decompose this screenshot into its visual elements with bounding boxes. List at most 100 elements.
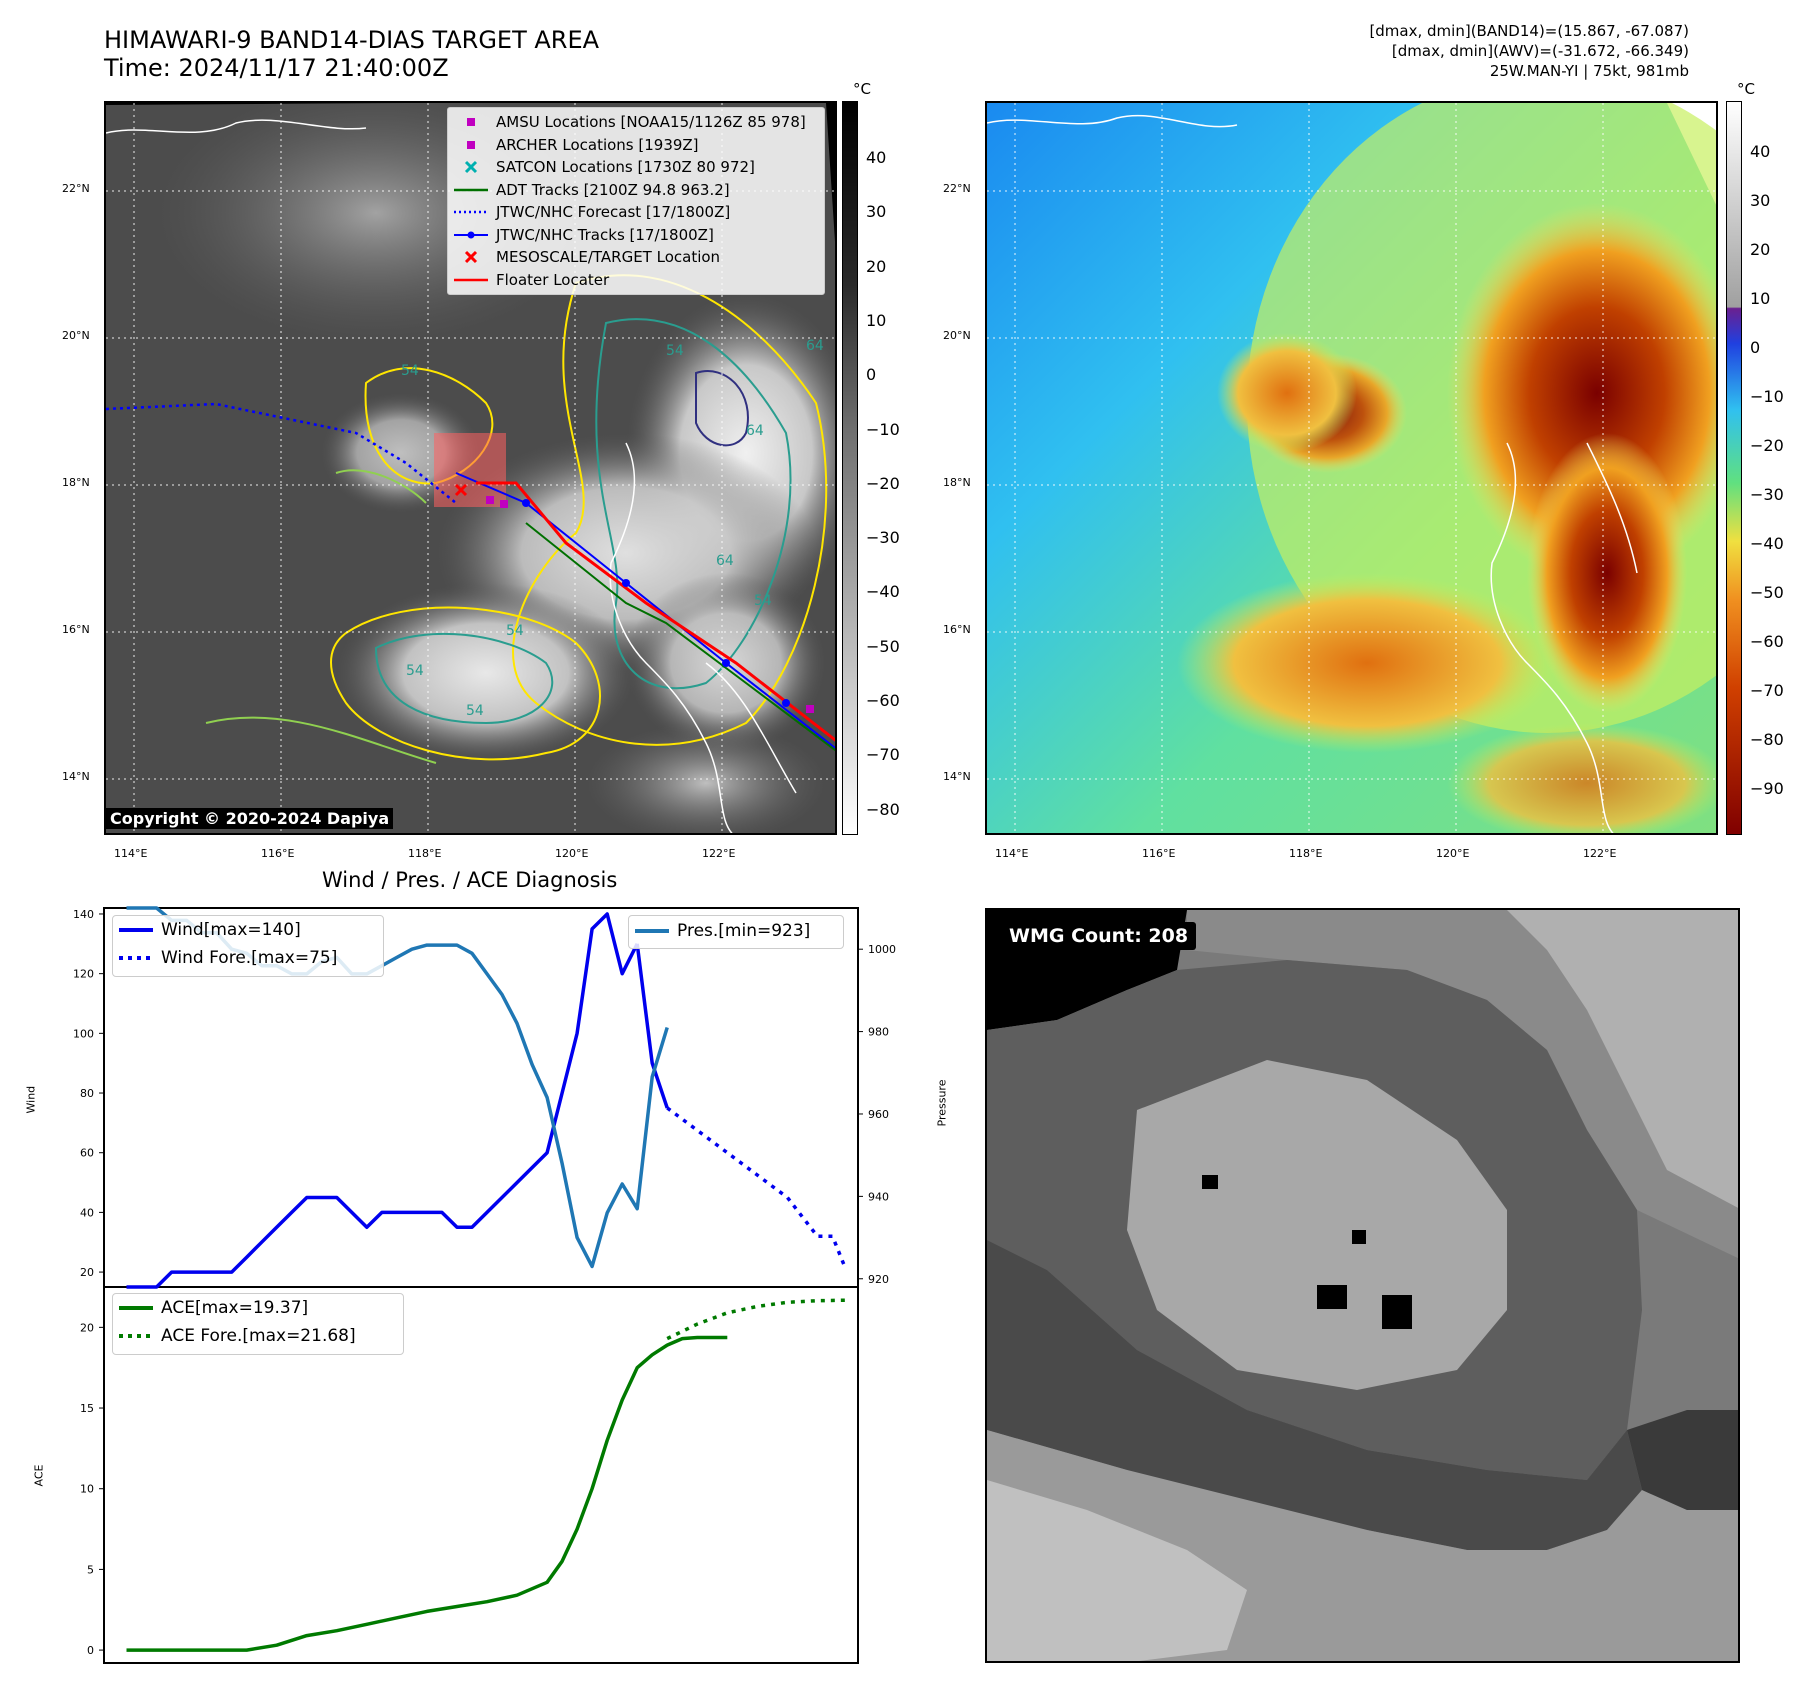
legend-label: SATCON Locations [1730Z 80 972]: [496, 158, 755, 177]
awv-colorbar: [1726, 101, 1742, 835]
colorbar-tick: −60: [1750, 632, 1784, 651]
info-awv: [dmax, dmin](AWV)=(-31.672, -66.349): [1391, 42, 1689, 60]
pressure-tick-label: 920: [868, 1273, 889, 1286]
contour-label: 54: [406, 663, 424, 679]
wind-axis-label: Wind: [24, 1085, 38, 1114]
legend-label: ARCHER Locations [1939Z]: [496, 135, 699, 154]
track-legend: AMSU Locations [NOAA15/1126Z 85 978] ARCH…: [447, 107, 825, 295]
diagnosis-title: Wind / Pres. / ACE Diagnosis: [322, 868, 618, 892]
series-wind-fore: [666, 1106, 847, 1267]
legend-ace: ACE[max=19.37]: [161, 1298, 309, 1318]
colorbar-tick: −90: [1750, 779, 1784, 798]
contour-label: 64: [806, 338, 824, 354]
legend-entry: AMSU Locations [NOAA15/1126Z 85 978]: [448, 111, 824, 134]
colorbar-tick: −40: [866, 582, 900, 602]
lon-label: 122°E: [1583, 847, 1617, 860]
lon-label: 118°E: [1289, 847, 1323, 860]
legend-ace-fore: ACE Fore.[max=21.68]: [161, 1326, 356, 1346]
wind-tick-label: 80: [80, 1087, 94, 1100]
colorbar-tick: 40: [866, 148, 887, 167]
pressure-legend: Pres.[min=923]: [628, 915, 844, 949]
wind-tick-label: 60: [80, 1147, 94, 1160]
colorbar-tick: −70: [1750, 681, 1784, 700]
ace-tick-label: 15: [80, 1402, 94, 1415]
awv-colorbar-unit: °C: [1737, 80, 1755, 98]
legend-symbol: [467, 118, 475, 127]
lat-label: 22°N: [943, 182, 971, 195]
ace-tick-label: 0: [87, 1644, 94, 1657]
wind-tick-label: 40: [80, 1206, 94, 1219]
ace-tick-label: 5: [87, 1563, 94, 1576]
ir-colorbar-unit: °C: [853, 80, 871, 98]
colorbar-tick: −80: [866, 799, 900, 819]
legend-label: JTWC/NHC Tracks [17/1800Z]: [496, 225, 714, 244]
lat-label: 16°N: [943, 623, 971, 636]
colorbar-tick: −20: [1750, 436, 1784, 455]
awv-map-panel: [985, 101, 1718, 835]
colorbar-tick: 0: [866, 365, 877, 385]
ir-colorbar: [842, 101, 858, 835]
legend-wind-fore: Wind Fore.[max=75]: [161, 948, 338, 968]
lat-label: 18°N: [62, 476, 90, 489]
series-ace-fore: [666, 1298, 848, 1341]
colorbar-tick: 20: [1750, 240, 1771, 259]
colorbar-tick: −30: [866, 528, 900, 548]
lat-label: 18°N: [943, 476, 971, 489]
ace-legend: ACE[max=19.37] ACE Fore.[max=21.68]: [112, 1293, 404, 1355]
wmg-count-badge: WMG Count: 208: [1001, 922, 1197, 950]
pressure-tick-label: 980: [868, 1026, 889, 1039]
series-ace: [126, 1335, 728, 1652]
contour-label: 54: [401, 363, 419, 379]
legend-symbol: [464, 251, 478, 264]
legend-label: ADT Tracks [2100Z 94.8 963.2]: [496, 180, 730, 199]
pressure-tick-label: 1000: [868, 943, 896, 956]
wmg-image: [987, 910, 1738, 1661]
colorbar-tick: 10: [1750, 289, 1771, 308]
lon-label: 120°E: [555, 847, 589, 860]
lon-label: 114°E: [114, 847, 148, 860]
legend-entry: JTWC/NHC Forecast [17/1800Z]: [448, 201, 824, 224]
colorbar-tick: 30: [866, 202, 887, 222]
info-storm: 25W.MAN-YI | 75kt, 981mb: [1489, 62, 1689, 80]
contour-label: 54: [466, 703, 484, 719]
legend-wind: Wind[max=140]: [161, 920, 301, 940]
pressure-tick-label: 940: [868, 1190, 889, 1203]
legend-symbol: [454, 231, 488, 239]
legend-symbol: [454, 188, 488, 191]
colorbar-tick: −60: [866, 691, 900, 710]
colorbar-tick: 30: [1750, 191, 1771, 210]
lat-label: 14°N: [62, 770, 90, 783]
colorbar-tick: −50: [1750, 583, 1784, 602]
legend-entry: ARCHER Locations [1939Z]: [448, 134, 824, 157]
contour-label: 54: [506, 623, 524, 639]
lat-label: 20°N: [62, 329, 90, 342]
ace-tick-label: 10: [80, 1483, 94, 1496]
legend-entry: ADT Tracks [2100Z 94.8 963.2]: [448, 179, 824, 202]
colorbar-tick: −10: [1750, 387, 1784, 406]
copyright-badge: Copyright © 2020-2024 Dapiya: [106, 808, 394, 829]
legend-entry: MESOSCALE/TARGET Location: [448, 246, 824, 269]
lon-label: 116°E: [261, 847, 295, 860]
colorbar-tick: −70: [866, 745, 900, 765]
colorbar-tick: 40: [1750, 142, 1771, 161]
legend-symbol: [467, 140, 475, 149]
legend-entry: JTWC/NHC Tracks [17/1800Z]: [448, 224, 824, 247]
legend-entry: Floater Locater: [448, 269, 824, 292]
figure-title-line1: HIMAWARI-9 BAND14-DIAS TARGET AREA: [104, 26, 600, 54]
lat-label: 22°N: [62, 182, 90, 195]
colorbar-tick: −10: [866, 419, 900, 439]
legend-pres: Pres.[min=923]: [677, 921, 811, 941]
lat-label: 16°N: [62, 623, 90, 636]
legend-label: AMSU Locations [NOAA15/1126Z 85 978]: [496, 113, 806, 132]
ace-frame: [103, 1286, 859, 1664]
contour-label: 64: [746, 423, 764, 439]
wind-tick-label: 20: [80, 1266, 94, 1279]
legend-label: Floater Locater: [496, 270, 610, 289]
lon-label: 114°E: [995, 847, 1029, 860]
wind-legend: Wind[max=140] Wind Fore.[max=75]: [112, 915, 384, 977]
lon-label: 122°E: [702, 847, 736, 860]
colorbar-tick: 10: [866, 310, 887, 330]
lon-label: 120°E: [1436, 847, 1470, 860]
colorbar-tick: −50: [866, 636, 900, 656]
contour-label: 54: [666, 343, 684, 359]
